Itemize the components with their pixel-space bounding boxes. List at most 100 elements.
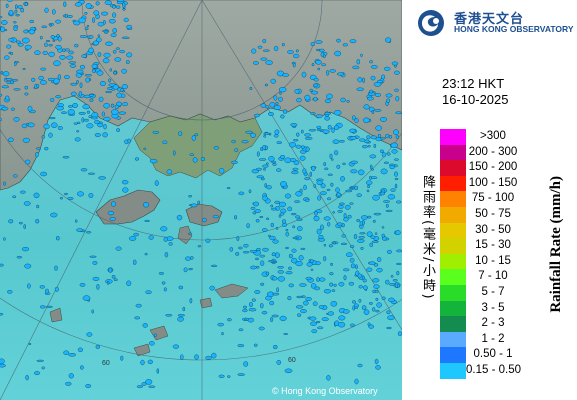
rain-echo	[279, 201, 287, 208]
rain-echo	[35, 152, 39, 158]
rain-echo	[24, 85, 29, 90]
rain-echo	[129, 236, 137, 241]
rain-echo	[368, 324, 375, 329]
rain-echo	[389, 134, 393, 139]
rain-echo	[79, 64, 85, 70]
rain-echo	[65, 381, 72, 386]
legend-label: 200 - 300	[468, 145, 518, 158]
rain-echo	[176, 214, 183, 221]
rain-echo	[276, 168, 282, 172]
rain-echo	[253, 343, 258, 347]
rain-echo	[0, 313, 4, 316]
rain-echo	[126, 24, 133, 29]
radar-map: 60 60 © Hong Kong Observatory	[0, 0, 402, 400]
rain-echo	[115, 246, 122, 251]
rain-echo	[353, 234, 358, 240]
rain-echo	[255, 218, 260, 223]
legend-item: 0.15 - 0.50	[440, 362, 521, 379]
legend-label: 0.15 - 0.50	[466, 363, 521, 376]
southern-island	[49, 307, 63, 323]
rain-echo	[372, 219, 376, 223]
rain-echo	[144, 219, 150, 222]
rain-echo	[88, 35, 94, 39]
rain-echo	[295, 191, 303, 197]
rain-echo	[12, 195, 17, 199]
rain-echo	[393, 129, 399, 135]
rain-echo	[316, 125, 322, 129]
rain-echo	[386, 310, 391, 315]
rain-echo	[304, 133, 311, 137]
rain-echo	[36, 359, 44, 362]
rain-echo	[148, 341, 155, 346]
rain-echo	[281, 42, 285, 47]
rain-echo	[385, 203, 389, 208]
rain-echo	[85, 384, 92, 388]
rain-echo	[160, 226, 168, 232]
rain-echo	[114, 104, 119, 110]
rain-echo	[277, 276, 286, 282]
rain-echo	[356, 193, 362, 197]
rain-echo	[243, 361, 249, 367]
rain-echo	[248, 189, 252, 194]
rain-echo	[327, 173, 333, 176]
rain-echo	[91, 309, 94, 314]
rain-echo	[34, 371, 40, 375]
legend-label: 5 - 7	[481, 285, 505, 298]
rain-echo	[320, 52, 325, 57]
southern-island	[214, 283, 249, 299]
rain-echo	[44, 42, 48, 47]
rain-echo	[288, 266, 292, 270]
rain-echo	[76, 228, 84, 232]
rain-echo	[295, 261, 303, 267]
rain-echo	[324, 98, 331, 104]
rain-echo	[320, 191, 327, 196]
rain-echo	[381, 226, 385, 229]
rain-echo	[212, 215, 219, 219]
rain-echo	[303, 184, 307, 191]
rain-echo	[362, 285, 368, 291]
rain-echo	[89, 98, 94, 102]
rain-echo	[200, 156, 205, 161]
rain-echo	[387, 194, 396, 200]
legend-label: 15 - 30	[475, 239, 511, 252]
rain-echo	[114, 57, 122, 62]
rain-echo	[77, 347, 84, 352]
rain-echo	[329, 69, 336, 73]
rain-echo	[265, 105, 270, 109]
legend-item: 100 - 150	[440, 175, 517, 192]
rain-echo	[311, 165, 316, 172]
rain-echo	[352, 65, 360, 70]
rain-echo	[44, 7, 49, 13]
range-ring-label: 60	[288, 357, 296, 364]
rain-echo	[211, 264, 218, 267]
rain-echo	[256, 151, 260, 157]
rain-echo	[116, 128, 121, 132]
rain-echo	[305, 198, 310, 202]
rain-echo	[391, 149, 398, 154]
rain-echo	[343, 309, 350, 314]
rain-echo	[366, 267, 373, 272]
rain-echoes	[0, 0, 402, 388]
rain-echo	[135, 303, 142, 308]
rain-echo	[180, 354, 184, 360]
rain-echo	[270, 317, 274, 322]
rain-echo	[350, 169, 358, 174]
rain-echo	[250, 132, 256, 138]
rain-echo	[340, 97, 346, 103]
rain-echo	[112, 50, 117, 54]
rain-echo	[309, 171, 312, 177]
rain-echo	[235, 252, 240, 256]
rain-echo	[381, 233, 385, 238]
rain-echo	[392, 279, 398, 282]
rain-echo	[97, 21, 105, 27]
rain-echo	[270, 222, 274, 228]
rain-echo	[312, 301, 318, 307]
rain-echo	[262, 195, 268, 201]
rain-echo	[348, 281, 355, 286]
rain-echo	[284, 368, 293, 373]
rain-echo	[86, 110, 91, 114]
rain-echo	[349, 202, 354, 205]
rain-echo	[103, 102, 110, 109]
rain-echo	[352, 300, 357, 304]
rain-echo	[78, 91, 82, 97]
